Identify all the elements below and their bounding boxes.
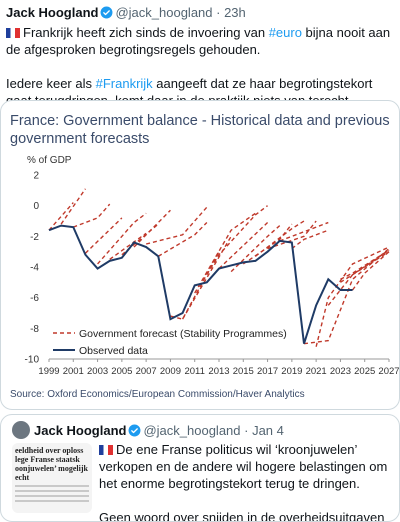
- tweet-text: Frankrijk heeft zich sinds de invoering …: [6, 24, 396, 109]
- tweet-text-line1-post: bijna nooit aan de afgesproken begroting…: [6, 25, 391, 57]
- forecast-line: [352, 251, 390, 291]
- y-tick-label: -6: [30, 293, 39, 304]
- forecast-line: [279, 221, 329, 242]
- quoted-text-2: Geen woord over snijden in de overheidsu…: [99, 510, 385, 522]
- x-tick-label: 2015: [233, 366, 254, 377]
- forecast-line: [73, 203, 111, 228]
- observed-line: [48, 224, 353, 344]
- forecast-line: [133, 209, 171, 248]
- thumb-headline-3: oonjuwelen’ mogelijk: [15, 464, 88, 473]
- forecast-line: [97, 212, 147, 265]
- quoted-tweet-header: Jack Hoogland @jack_hoogland · Jan 4: [12, 421, 284, 440]
- x-tick-label: 2019: [281, 366, 302, 377]
- x-tick-label: 1999: [38, 366, 59, 377]
- separator-dot: ·: [212, 5, 225, 20]
- chart-title-line2: government forecasts: [10, 131, 149, 147]
- forecast-line: [267, 220, 317, 250]
- hashtag-frankrijk[interactable]: #Frankrijk: [95, 76, 153, 91]
- author-handle[interactable]: @jack_hoogland: [115, 5, 213, 20]
- quoted-tweet-text: De ene Franse politicus wil ‘kroonjuwele…: [99, 441, 394, 522]
- tweet-time[interactable]: 23h: [224, 5, 246, 20]
- x-tick-label: 2003: [87, 366, 108, 377]
- y-tick-label: 2: [33, 171, 39, 182]
- quoted-author-name[interactable]: Jack Hoogland: [34, 423, 127, 438]
- forecast-line: [109, 232, 147, 260]
- verified-badge-icon: [101, 6, 113, 19]
- quoted-tweet-date[interactable]: Jan 4: [252, 423, 284, 438]
- forecast-line: [84, 217, 123, 254]
- x-tick-label: 2021: [306, 366, 327, 377]
- chart-source: Source: Oxford Economics/European Commis…: [10, 389, 305, 400]
- tweet-header: Jack Hoogland @jack_hoogland · 23h: [6, 4, 396, 22]
- author-name[interactable]: Jack Hoogland: [6, 5, 99, 20]
- verified-badge-icon: [129, 424, 141, 437]
- hashtag-euro[interactable]: #euro: [268, 25, 302, 40]
- thumb-headline-1: eeldheid over oploss: [15, 446, 84, 455]
- x-tick-label: 2013: [208, 366, 229, 377]
- quoted-author-handle[interactable]: @jack_hoogland: [143, 423, 241, 438]
- x-tick-label: 2023: [330, 366, 351, 377]
- x-tick-label: 2005: [111, 366, 132, 377]
- separator-dot: ·: [240, 423, 253, 438]
- tweet-text-line2-pre: Iedere keer als: [6, 76, 96, 91]
- x-tick-label: 2017: [257, 366, 278, 377]
- forecast-line: [340, 251, 390, 283]
- y-tick-label: 0: [33, 201, 39, 212]
- forecast-line: [340, 249, 390, 280]
- thumb-headline-2: lege Franse staatsk: [15, 455, 80, 464]
- legend: Government forecast (Stability Programme…: [53, 328, 287, 357]
- forecast-line: [327, 249, 390, 306]
- chart-title-line1: France: Government balance - Historical …: [10, 113, 390, 129]
- forecast-line: [242, 223, 293, 265]
- quoted-tweet[interactable]: Jack Hoogland @jack_hoogland · Jan 4 eeld…: [0, 414, 400, 522]
- forecast-line: [48, 202, 74, 231]
- forecast-line: [315, 246, 390, 347]
- quoted-tweet-thumbnail[interactable]: eeldheid over oploss lege Franse staatsk…: [12, 443, 92, 513]
- forecast-line: [206, 205, 268, 276]
- y-unit-label: % of GDP: [27, 155, 72, 166]
- forecast-line: [255, 220, 305, 257]
- x-tick-label: 2025: [354, 366, 375, 377]
- x-tick-label: 2011: [184, 366, 204, 377]
- y-tick-label: -2: [30, 232, 39, 243]
- tweet-text-line1-pre: Frankrijk heeft zich sinds de invoering …: [23, 25, 269, 40]
- forecast-line: [157, 222, 208, 257]
- y-tick-label: -4: [30, 263, 39, 274]
- x-tick-label: 2007: [136, 366, 157, 377]
- france-flag-icon: [6, 28, 20, 38]
- legend-forecast-label: Government forecast (Stability Programme…: [79, 328, 287, 340]
- chart-image[interactable]: France: Government balance - Historical …: [0, 100, 400, 410]
- chart-svg: France: Government balance - Historical …: [10, 113, 399, 400]
- forecast-line: [291, 229, 329, 250]
- x-tick-label: 2001: [63, 366, 84, 377]
- legend-observed-label: Observed data: [79, 345, 148, 357]
- avatar[interactable]: [12, 421, 30, 439]
- x-tick-label: 2009: [160, 366, 181, 377]
- forecast-line: [145, 206, 208, 245]
- forecast-line: [194, 212, 256, 294]
- quoted-text-1: De ene Franse politicus wil ‘kroonjuwele…: [99, 442, 388, 491]
- y-tick-label: -8: [30, 324, 39, 335]
- y-tick-label: -10: [25, 355, 40, 366]
- x-tick-label: 2027: [378, 366, 399, 377]
- france-flag-icon: [99, 445, 113, 455]
- forecast-line: [230, 225, 281, 273]
- forecast-line: [60, 188, 87, 225]
- thumb-text-lines: [15, 485, 89, 502]
- thumb-headline-4: echt: [15, 473, 30, 482]
